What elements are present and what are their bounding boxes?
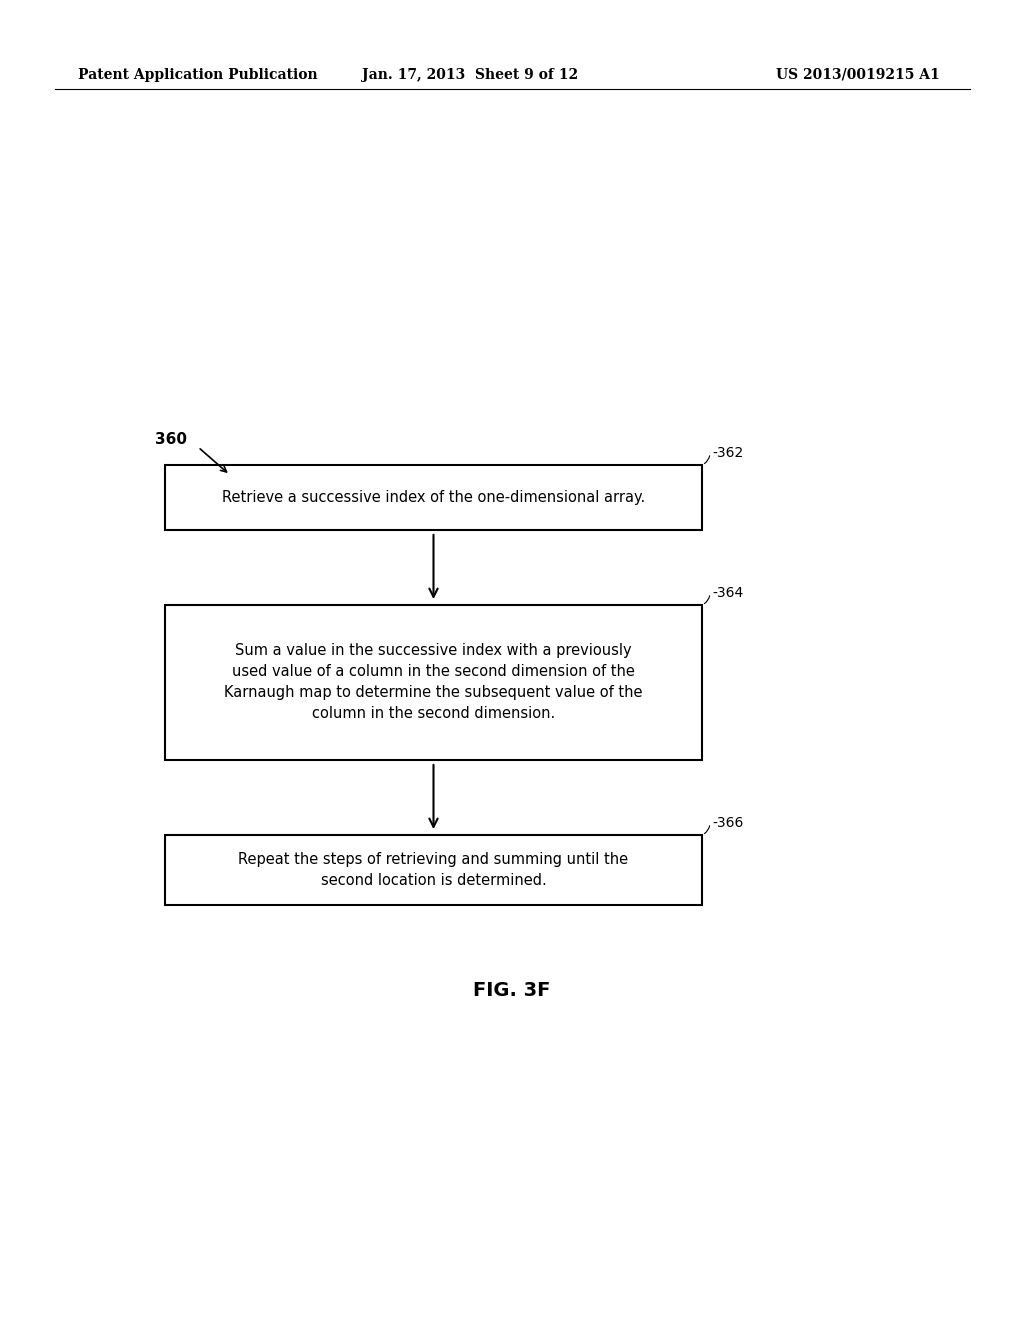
Text: Sum a value in the successive index with a previously
used value of a column in : Sum a value in the successive index with… [224,644,643,722]
Text: Patent Application Publication: Patent Application Publication [78,69,317,82]
Text: -364: -364 [712,586,743,601]
Text: -366: -366 [712,816,743,830]
Text: Repeat the steps of retrieving and summing until the
second location is determin: Repeat the steps of retrieving and summi… [239,851,629,888]
Bar [165,836,702,906]
Text: US 2013/0019215 A1: US 2013/0019215 A1 [776,69,940,82]
Text: Retrieve a successive index of the one-dimensional array.: Retrieve a successive index of the one-d… [222,490,645,506]
Bar [165,465,702,531]
Text: -362: -362 [712,446,743,459]
Bar [165,605,702,760]
Text: FIG. 3F: FIG. 3F [473,981,551,999]
Text: Jan. 17, 2013  Sheet 9 of 12: Jan. 17, 2013 Sheet 9 of 12 [361,69,579,82]
Text: 360: 360 [155,433,187,447]
